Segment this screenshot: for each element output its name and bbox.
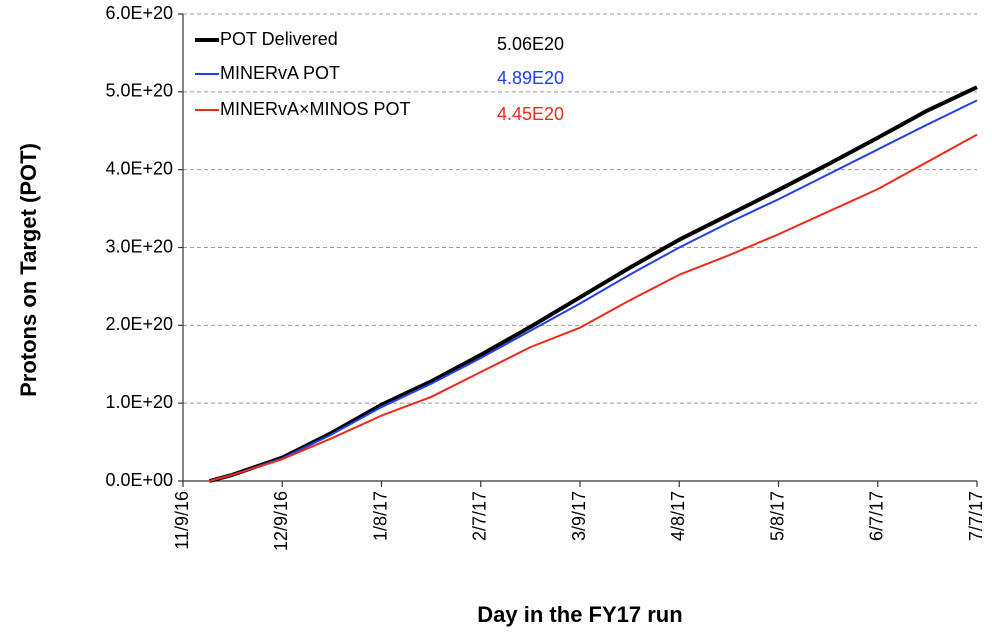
series-line: [208, 85, 978, 483]
y-tick-label: 4.0E+20: [105, 158, 173, 178]
x-tick-label: 6/7/17: [867, 491, 887, 541]
y-tick-label: 1.0E+20: [105, 392, 173, 412]
series-line: [209, 133, 978, 482]
value-label: 4.45E20: [497, 104, 564, 124]
x-tick-label: 3/9/17: [569, 491, 589, 541]
y-tick-label: 5.0E+20: [105, 81, 173, 101]
y-tick-label: 3.0E+20: [105, 236, 173, 256]
legend-label: MINERvA POT: [220, 63, 340, 83]
x-tick-label: 1/8/17: [370, 491, 390, 541]
y-tick-label: 2.0E+20: [105, 314, 173, 334]
x-tick-label: 11/9/16: [172, 491, 192, 550]
series-line: [209, 99, 978, 482]
value-label: 5.06E20: [497, 34, 564, 54]
x-axis-title: Day in the FY17 run: [477, 602, 682, 627]
legend-label: POT Delivered: [220, 29, 338, 49]
x-tick-label: 7/7/17: [966, 491, 986, 541]
value-label: 4.89E20: [497, 68, 564, 88]
x-tick-label: 5/8/17: [767, 491, 787, 541]
legend-label: MINERvA×MINOS POT: [220, 99, 411, 119]
y-axis-title: Protons on Target (POT): [16, 143, 41, 397]
y-tick-label: 6.0E+20: [105, 3, 173, 23]
x-tick-label: 4/8/17: [668, 491, 688, 541]
x-tick-label: 12/9/16: [271, 491, 291, 551]
x-tick-label: 2/7/17: [470, 491, 490, 541]
y-tick-label: 0.0E+00: [105, 470, 173, 490]
